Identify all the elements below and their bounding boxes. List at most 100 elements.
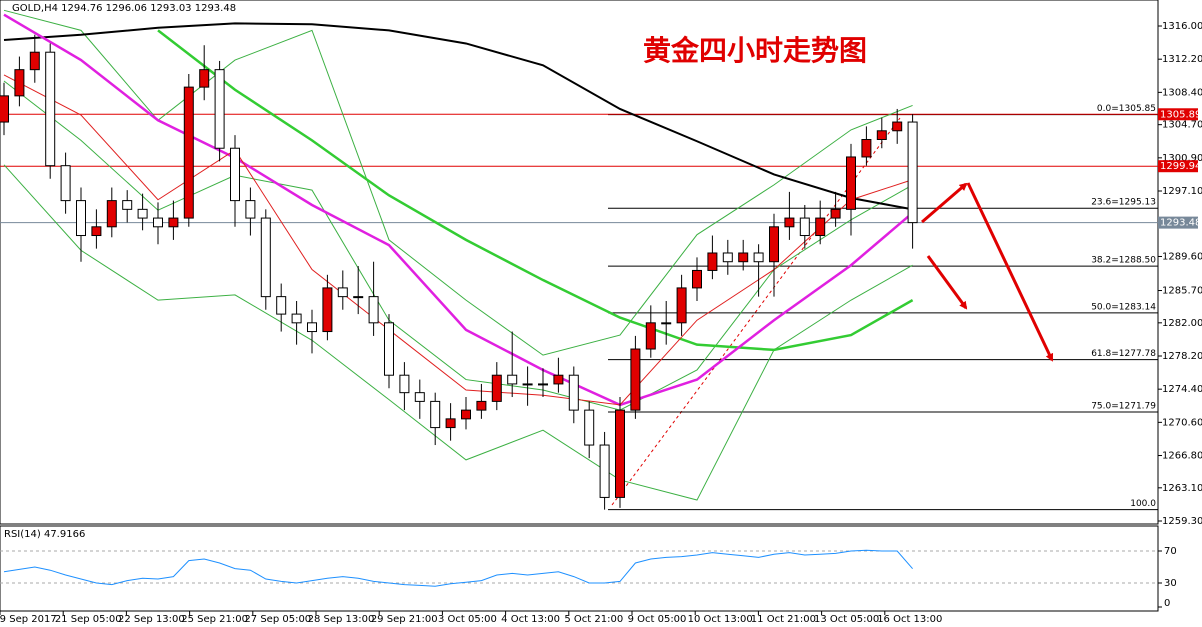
candle-body xyxy=(106,200,117,228)
candle-body xyxy=(769,226,779,263)
price-box-label: 1293.48 xyxy=(1160,218,1201,229)
arrow xyxy=(921,182,968,224)
x-tick-label: 29 Sep 21:00 xyxy=(371,614,438,625)
price-box xyxy=(1158,160,1198,173)
candle-body xyxy=(430,400,441,429)
candle-body xyxy=(707,252,718,271)
fib-label: 100.0 xyxy=(1130,499,1156,509)
candle-body xyxy=(645,322,656,350)
candle-body xyxy=(353,296,364,299)
price-panel xyxy=(0,0,1159,525)
price-box-label: 1305.89 xyxy=(1160,109,1201,120)
candle-body xyxy=(245,200,256,219)
candle-body xyxy=(291,313,302,324)
price-box xyxy=(1158,108,1198,121)
y-tick-label: 1304.70 xyxy=(1162,120,1202,131)
candle-body xyxy=(307,322,317,333)
rsi-label: RSI(14) 47.9166 xyxy=(4,529,85,540)
fib-label: 50.0=1283.14 xyxy=(1091,302,1156,312)
price-box xyxy=(1158,216,1198,229)
candle-body xyxy=(738,252,749,263)
x-tick-label: 10 Oct 13:00 xyxy=(688,614,753,625)
candle-body xyxy=(876,130,887,141)
candle-body xyxy=(337,287,348,298)
y-tick-label: 1259.30 xyxy=(1162,516,1202,527)
candle-body xyxy=(260,217,271,298)
candle-body xyxy=(507,374,518,385)
y-tick-label: 1316.00 xyxy=(1162,21,1202,32)
x-tick-label: 9 Oct 05:00 xyxy=(628,614,687,625)
rsi-tick-label: 30 xyxy=(1164,578,1177,589)
y-tick-label: 1263.10 xyxy=(1162,483,1202,494)
indicator-line xyxy=(3,22,913,211)
indicator-line xyxy=(157,29,914,352)
rsi-tick-label: 0 xyxy=(1164,598,1170,609)
candle-body xyxy=(892,121,903,132)
candle-body xyxy=(568,374,579,411)
arrow xyxy=(926,255,968,310)
y-tick-label: 1300.90 xyxy=(1162,153,1202,164)
arrow xyxy=(966,182,1054,362)
x-tick-label: 3 Oct 05:00 xyxy=(438,614,497,625)
candle-body xyxy=(445,418,456,429)
candle-body xyxy=(91,226,102,237)
candle-body xyxy=(230,147,240,202)
candle-body xyxy=(276,296,287,315)
candle-body xyxy=(461,409,471,420)
x-tick-label: 22 Sep 13:00 xyxy=(118,614,185,625)
candle-body xyxy=(538,383,548,386)
candle-body xyxy=(522,383,533,386)
candle-body xyxy=(861,139,872,158)
candle-body xyxy=(584,409,595,446)
fib-label: 23.6=1295.13 xyxy=(1091,198,1156,208)
fib-label: 61.8=1277.78 xyxy=(1091,349,1156,359)
y-tick-label: 1308.40 xyxy=(1162,87,1202,98)
candle-body xyxy=(630,348,641,411)
y-tick-label: 1285.70 xyxy=(1162,286,1202,297)
candle-body xyxy=(907,121,918,224)
candle-body xyxy=(722,252,733,263)
x-tick-label: 27 Sep 05:00 xyxy=(244,614,311,625)
y-tick-label: 1289.60 xyxy=(1162,251,1202,262)
candle-body xyxy=(322,287,333,333)
y-tick-label: 1297.10 xyxy=(1162,186,1202,197)
candle-body xyxy=(384,322,394,376)
price-box-label: 1299.94 xyxy=(1160,161,1201,172)
x-tick-label: 28 Sep 13:00 xyxy=(308,614,375,625)
candle-body xyxy=(183,86,194,219)
candle-body xyxy=(753,252,764,263)
candle-body xyxy=(414,392,425,402)
candle-body xyxy=(553,374,564,385)
candle-body xyxy=(830,208,841,219)
x-tick-label: 13 Oct 05:00 xyxy=(814,614,879,625)
candle-body xyxy=(14,69,25,97)
candle-body xyxy=(29,51,40,71)
candle-body xyxy=(153,217,163,228)
candle-body xyxy=(45,51,56,167)
x-tick-label: 19 Sep 2017 xyxy=(0,614,57,625)
fib-label: 0.0=1305.85 xyxy=(1097,104,1156,114)
rsi-panel xyxy=(0,525,1159,612)
candle-body xyxy=(214,69,225,149)
candle-body xyxy=(368,296,379,324)
x-tick-label: 4 Oct 13:00 xyxy=(501,614,560,625)
chart-title: 黄金四小时走势图 xyxy=(643,34,867,67)
candle-body xyxy=(661,322,672,325)
y-tick-label: 1312.20 xyxy=(1162,54,1202,65)
candle-body xyxy=(399,374,410,394)
header: GOLD,H4 1294.76 1296.06 1293.03 1293.48 xyxy=(12,3,236,14)
candle-body xyxy=(0,95,9,123)
fib-label: 75.0=1271.79 xyxy=(1091,401,1156,411)
x-tick-label: 16 Oct 13:00 xyxy=(877,614,942,625)
candle-body xyxy=(168,217,179,228)
rsi-tick-label: 70 xyxy=(1164,546,1177,557)
x-tick-label: 25 Sep 21:00 xyxy=(181,614,248,625)
fib-label: 38.2=1288.50 xyxy=(1091,256,1156,266)
y-tick-label: 1266.80 xyxy=(1162,451,1202,462)
candle-body xyxy=(199,69,210,88)
candle-body xyxy=(137,208,148,219)
candle-body xyxy=(784,217,795,228)
x-tick-label: 21 Sep 05:00 xyxy=(55,614,122,625)
x-tick-label: 5 Oct 21:00 xyxy=(564,614,623,625)
